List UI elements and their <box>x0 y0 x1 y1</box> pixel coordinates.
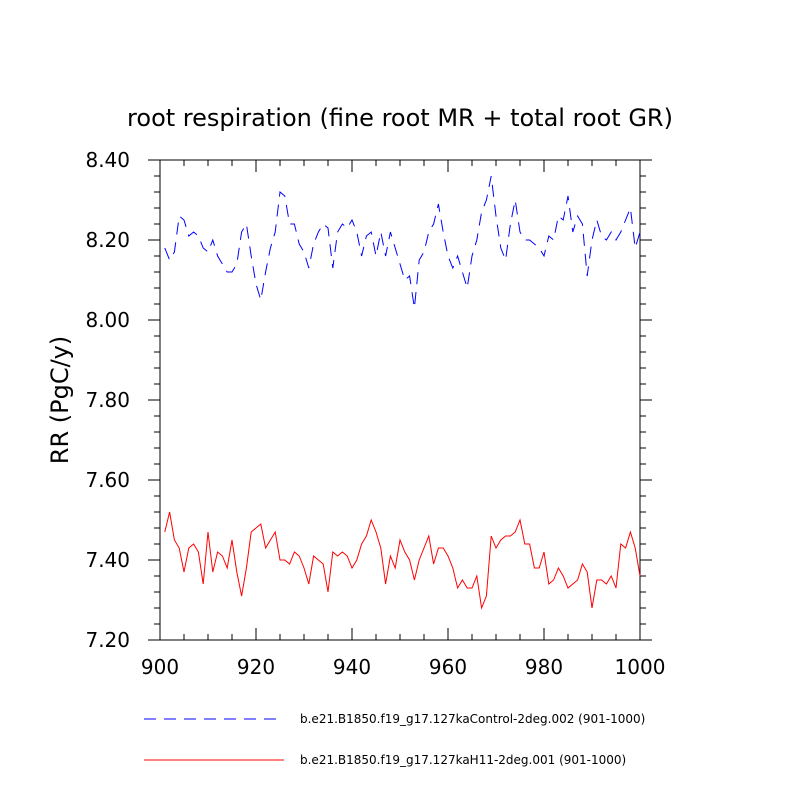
y-tick-label: 7.20 <box>85 628 130 652</box>
legend-label-2: b.e21.B1850.f19_g17.127kaH11-2deg.001 (9… <box>300 753 626 767</box>
y-tick-labels: 7.20 7.40 7.60 7.80 8.00 8.20 8.40 <box>85 148 130 652</box>
legend: b.e21.B1850.f19_g17.127kaControl-2deg.00… <box>144 712 645 767</box>
x-tick-label: 900 <box>141 655 179 679</box>
axis-ticks <box>148 159 652 641</box>
series-line-2 <box>164 511 641 610</box>
x-tick-label: 960 <box>429 655 467 679</box>
plot-frame <box>159 159 641 641</box>
x-tick-label: 980 <box>525 655 563 679</box>
y-axis-label: RR (PgC/y) <box>46 336 74 464</box>
y-tick-label: 7.60 <box>85 468 130 492</box>
series-line-1 <box>164 175 641 309</box>
y-tick-label: 7.40 <box>85 548 130 572</box>
series-group <box>164 175 641 610</box>
x-tick-label: 940 <box>333 655 371 679</box>
chart-title: root respiration (fine root MR + total r… <box>127 104 673 132</box>
x-tick-label: 1000 <box>615 655 666 679</box>
y-tick-label: 8.40 <box>85 148 130 172</box>
y-tick-label: 7.80 <box>85 388 130 412</box>
x-tick-labels: 900 920 940 960 980 1000 <box>141 655 666 679</box>
x-tick-label: 920 <box>237 655 275 679</box>
y-tick-label: 8.00 <box>85 308 130 332</box>
y-tick-label: 8.20 <box>85 228 130 252</box>
legend-label-1: b.e21.B1850.f19_g17.127kaControl-2deg.00… <box>300 712 645 726</box>
